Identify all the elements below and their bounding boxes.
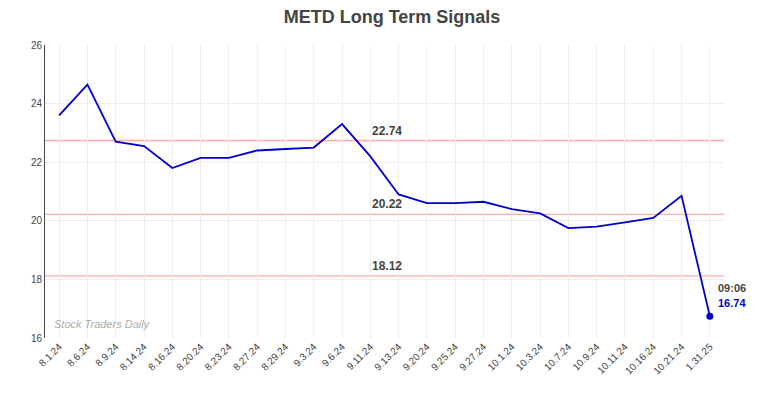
svg-text:16.74: 16.74 xyxy=(718,297,746,309)
svg-text:9.11.24: 9.11.24 xyxy=(344,341,375,372)
svg-text:18: 18 xyxy=(31,274,43,285)
svg-text:8.9.24: 8.9.24 xyxy=(93,341,121,369)
svg-text:18.12: 18.12 xyxy=(372,259,402,273)
svg-text:20.22: 20.22 xyxy=(372,197,402,211)
svg-text:10.16.24: 10.16.24 xyxy=(623,341,659,377)
svg-text:8.6.24: 8.6.24 xyxy=(65,341,93,369)
svg-text:09:06: 09:06 xyxy=(718,282,746,294)
svg-text:8.29.24: 8.29.24 xyxy=(259,341,291,373)
svg-text:Stock Traders Daily: Stock Traders Daily xyxy=(54,318,151,330)
svg-text:8.16.24: 8.16.24 xyxy=(146,341,178,373)
svg-text:10.7.24: 10.7.24 xyxy=(542,341,574,373)
svg-text:10.3.24: 10.3.24 xyxy=(514,341,546,373)
svg-text:10.9.24: 10.9.24 xyxy=(570,341,602,373)
svg-text:24: 24 xyxy=(31,98,43,109)
svg-text:9.13.24: 9.13.24 xyxy=(372,341,404,373)
svg-text:8.23.24: 8.23.24 xyxy=(202,341,234,373)
svg-text:9.25.24: 9.25.24 xyxy=(429,341,461,373)
svg-text:8.27.24: 8.27.24 xyxy=(231,341,263,373)
svg-text:8.20.24: 8.20.24 xyxy=(174,341,206,373)
svg-text:9.6.24: 9.6.24 xyxy=(320,341,348,369)
svg-text:10.1.24: 10.1.24 xyxy=(485,341,517,373)
svg-text:8.1.24: 8.1.24 xyxy=(37,341,65,369)
svg-text:1.31.25: 1.31.25 xyxy=(683,341,715,373)
svg-text:9.3.24: 9.3.24 xyxy=(291,341,319,369)
svg-text:26: 26 xyxy=(31,40,43,51)
svg-text:22: 22 xyxy=(31,157,43,168)
svg-text:9.27.24: 9.27.24 xyxy=(457,341,489,373)
svg-text:8.14.24: 8.14.24 xyxy=(118,341,150,373)
svg-text:10.11.24: 10.11.24 xyxy=(595,341,630,376)
svg-text:10.21.24: 10.21.24 xyxy=(651,341,687,377)
svg-text:16: 16 xyxy=(31,333,43,344)
svg-text:METD Long Term Signals: METD Long Term Signals xyxy=(284,7,501,27)
svg-text:22.74: 22.74 xyxy=(372,124,402,138)
svg-text:20: 20 xyxy=(31,215,43,226)
svg-text:9.20.24: 9.20.24 xyxy=(401,341,433,373)
